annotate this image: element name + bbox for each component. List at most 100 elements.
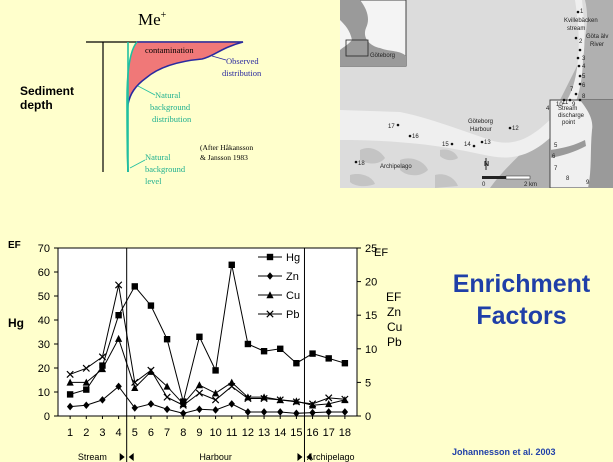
- point-cu: [211, 389, 220, 397]
- legend-marker-zn: [266, 272, 274, 280]
- point-zn: [325, 408, 332, 416]
- scale-zero: 0: [482, 182, 486, 188]
- sediment-concept-diagram: Me+ contamination Observed distribution …: [20, 10, 262, 186]
- natbg-dist-line2: background: [150, 102, 191, 112]
- map-station-2: 2: [579, 39, 583, 45]
- map-station-15: 15: [442, 142, 449, 148]
- natbg-level-line2: background: [145, 164, 186, 174]
- point-zn: [341, 408, 349, 416]
- point-pb: [66, 370, 74, 378]
- map-station-18: 18: [358, 161, 365, 167]
- observed-label-line2: distribution: [222, 68, 262, 78]
- right-tick-label: 25: [365, 243, 377, 255]
- x-tick-label: 7: [164, 427, 170, 439]
- region-labels: Stream Harbour Archipelago: [78, 452, 355, 462]
- natbg-dist-line3: distribution: [152, 114, 192, 124]
- inset-stream-line1: Stream: [558, 106, 577, 112]
- x-tick-label: 8: [180, 427, 186, 439]
- point-pb: [308, 400, 317, 408]
- point-zn: [277, 408, 284, 416]
- right-axis: 0 5 10 15 20 25: [357, 243, 377, 423]
- point-pb: [195, 389, 204, 397]
- region-arrow-left: [128, 453, 134, 461]
- contamination-label: contamination: [145, 45, 194, 55]
- point-hg: [196, 333, 203, 340]
- point-zn: [260, 408, 268, 416]
- slide-title: Enrichment Factors: [430, 268, 613, 332]
- x-tick-label: 6: [148, 427, 154, 439]
- point-hg: [115, 312, 122, 319]
- natbg-dist-pointer: [137, 85, 156, 96]
- x-tick-label: 5: [132, 427, 138, 439]
- point-cu: [98, 365, 107, 373]
- region-arrow-right: [297, 453, 303, 461]
- point-pb: [114, 281, 123, 289]
- point-hg: [131, 283, 138, 290]
- point-pb: [341, 395, 349, 403]
- map-station-17: 17: [388, 124, 395, 130]
- point-pb: [292, 398, 301, 406]
- natbg-level-line3: level: [145, 176, 162, 186]
- point-hg: [212, 367, 219, 374]
- x-tick-label: 12: [242, 427, 254, 439]
- point-zn: [293, 409, 300, 418]
- region-arrow-right: [119, 453, 125, 461]
- point-zn: [147, 400, 155, 408]
- point-zn: [163, 405, 171, 414]
- point-hg: [83, 386, 90, 393]
- point-cu: [66, 378, 74, 386]
- point-zn: [180, 409, 187, 418]
- left-axis-label-top: EF: [8, 240, 21, 251]
- point-cu: [163, 382, 171, 390]
- inset-station-9: 9: [586, 180, 590, 186]
- credit-text: Johannesson et al. 2003: [452, 447, 556, 457]
- series-line-pb: [69, 284, 345, 406]
- x-tick-label: 11: [226, 427, 237, 439]
- x-tick-label: 15: [290, 427, 302, 439]
- harbour-line2: Harbour: [470, 127, 492, 133]
- point-zn: [99, 396, 106, 404]
- point-cu: [325, 400, 333, 408]
- point-zn: [83, 401, 90, 410]
- point-cu: [179, 400, 187, 408]
- chart-legend: Hg Zn Cu Pb: [258, 252, 300, 321]
- region-dividers: [126, 248, 305, 462]
- inset-stream-line3: point: [562, 120, 575, 126]
- point-cu: [131, 383, 139, 391]
- x-tick-label: 18: [339, 427, 351, 439]
- x-tick-label: 17: [323, 427, 335, 439]
- legend-marker-pb: [266, 310, 274, 318]
- region-label: Stream: [78, 452, 107, 462]
- kvillebacken-line1: Kvillebäcken: [564, 18, 598, 24]
- point-hg: [244, 340, 252, 348]
- point-zn: [131, 404, 138, 412]
- inset-goteborg-label: Göteborg: [370, 53, 395, 59]
- region-label: Harbour: [199, 452, 232, 462]
- right-tick-label: 20: [365, 277, 377, 289]
- x-tick-label: 10: [209, 427, 221, 439]
- concept-axis-label: Me+: [138, 10, 167, 29]
- point-hg: [309, 350, 316, 357]
- point-pb: [228, 382, 236, 391]
- kvillebacken-line2: stream: [567, 26, 585, 32]
- point-pb: [82, 364, 90, 372]
- point-zn: [212, 406, 219, 414]
- left-tick-label: 50: [38, 291, 50, 303]
- point-hg: [163, 336, 171, 343]
- x-tick-label: 4: [116, 427, 122, 439]
- x-tick-label: 16: [306, 427, 318, 439]
- point-zn: [309, 408, 316, 417]
- map-station-4: 4: [582, 64, 586, 70]
- inset-station-5: 5: [554, 143, 558, 149]
- map-station-6: 6: [582, 83, 586, 89]
- legend-label-zn: Zn: [286, 271, 299, 283]
- left-tick-label: 10: [38, 387, 50, 399]
- map-station-12: 12: [512, 126, 519, 132]
- map-station-5: 5: [582, 74, 586, 80]
- point-hg: [325, 355, 332, 362]
- left-tick-label: 20: [38, 363, 50, 375]
- natbg-level-line1: Natural: [145, 152, 171, 162]
- right-tick-label: 5: [365, 377, 371, 389]
- point-zn: [228, 400, 235, 408]
- inset-station-4: 4: [546, 106, 550, 112]
